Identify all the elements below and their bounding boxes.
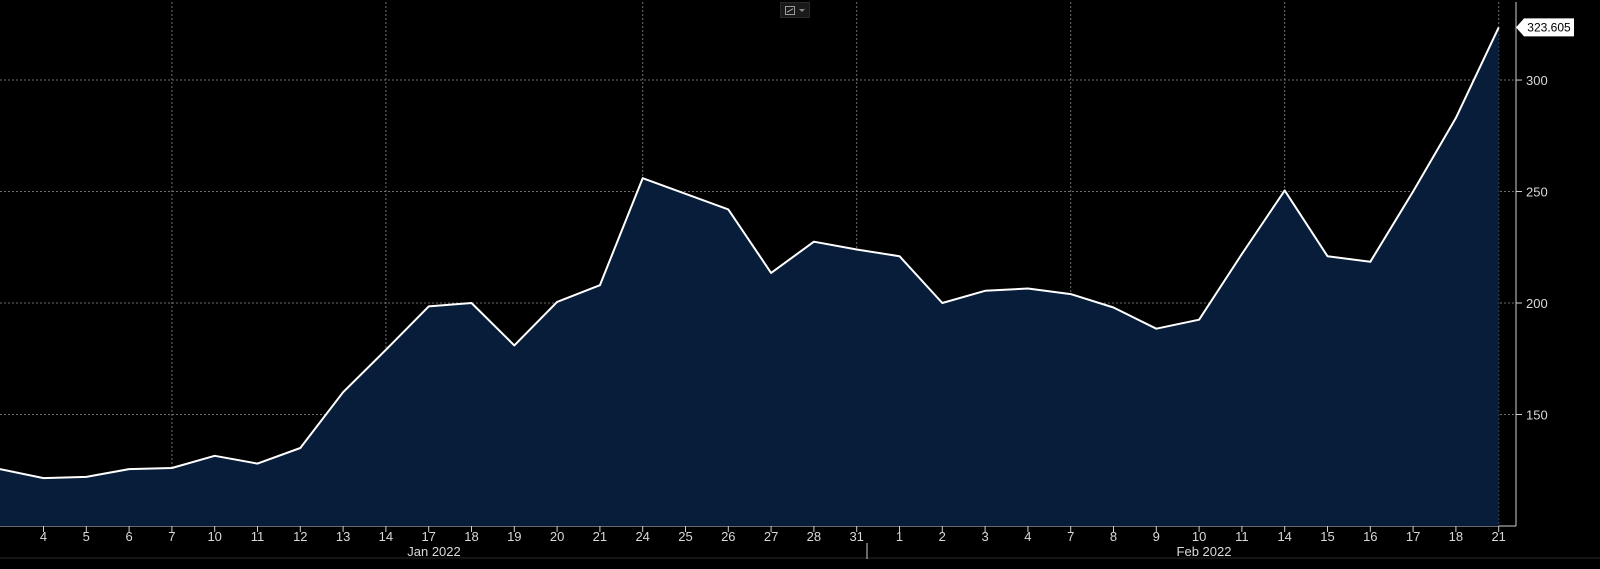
line-chart-icon bbox=[785, 5, 795, 15]
y-tick-label: 200 bbox=[1526, 296, 1548, 311]
y-tick-label: 150 bbox=[1526, 408, 1548, 423]
x-tick-label: 19 bbox=[507, 529, 521, 544]
x-tick-label: 11 bbox=[251, 529, 265, 544]
x-tick-label: 21 bbox=[1491, 529, 1505, 544]
x-tick-label: 28 bbox=[807, 529, 821, 544]
month-label-feb: Feb 2022 bbox=[1177, 544, 1232, 559]
x-tick-label: 10 bbox=[1192, 529, 1206, 544]
x-tick-label: 2 bbox=[939, 529, 946, 544]
x-tick-label: 9 bbox=[1153, 529, 1160, 544]
caret-down-icon bbox=[799, 8, 805, 12]
x-tick-label: 13 bbox=[336, 529, 350, 544]
chart-type-button[interactable] bbox=[780, 2, 810, 18]
x-tick-label: 7 bbox=[168, 529, 175, 544]
x-tick-label: 25 bbox=[678, 529, 692, 544]
x-tick-label: 10 bbox=[207, 529, 221, 544]
month-label-jan: Jan 2022 bbox=[407, 544, 461, 559]
x-tick-label: 21 bbox=[593, 529, 607, 544]
x-tick-label: 3 bbox=[981, 529, 988, 544]
last-value-tag bbox=[1516, 18, 1574, 37]
x-tick-label: 4 bbox=[40, 529, 47, 544]
last-value-text: 323.605 bbox=[1527, 20, 1571, 34]
last-value-label: 323.605 bbox=[1516, 18, 1574, 37]
x-tick-label: 31 bbox=[849, 529, 863, 544]
x-tick-label: 8 bbox=[1110, 529, 1117, 544]
x-tick-label: 17 bbox=[421, 529, 435, 544]
x-tick-label: 16 bbox=[1363, 529, 1377, 544]
x-tick-label: 6 bbox=[125, 529, 132, 544]
x-tick-label: 18 bbox=[464, 529, 478, 544]
x-tick-label: 14 bbox=[379, 529, 393, 544]
x-tick-label: 7 bbox=[1067, 529, 1074, 544]
x-tick-label: 12 bbox=[293, 529, 307, 544]
month-labels: Jan 2022 Feb 2022 bbox=[0, 543, 1600, 559]
y-tick-label: 300 bbox=[1526, 73, 1548, 88]
x-axis: 4 5 6 7 10 11 12 13 14 17 18 19 20 21 24 25 26 27 28 31 1 2 3 4… bbox=[40, 526, 1506, 544]
area-fill bbox=[0, 27, 1499, 527]
y-axis: 150 200 250 300 bbox=[1516, 73, 1548, 423]
x-tick-label: 26 bbox=[721, 529, 735, 544]
x-tick-label: 1 bbox=[896, 529, 903, 544]
x-tick-label: 4 bbox=[1024, 529, 1031, 544]
x-tick-label: 14 bbox=[1277, 529, 1291, 544]
x-tick-label: 17 bbox=[1406, 529, 1420, 544]
x-tick-label: 18 bbox=[1449, 529, 1463, 544]
x-tick-label: 20 bbox=[550, 529, 564, 544]
x-tick-label: 15 bbox=[1320, 529, 1334, 544]
x-tick-label: 27 bbox=[764, 529, 778, 544]
y-tick-label: 250 bbox=[1526, 185, 1548, 200]
x-tick-label: 5 bbox=[83, 529, 90, 544]
x-tick-label: 24 bbox=[635, 529, 649, 544]
series-line bbox=[0, 26, 1500, 480]
x-tick-label: 11 bbox=[1235, 529, 1249, 544]
